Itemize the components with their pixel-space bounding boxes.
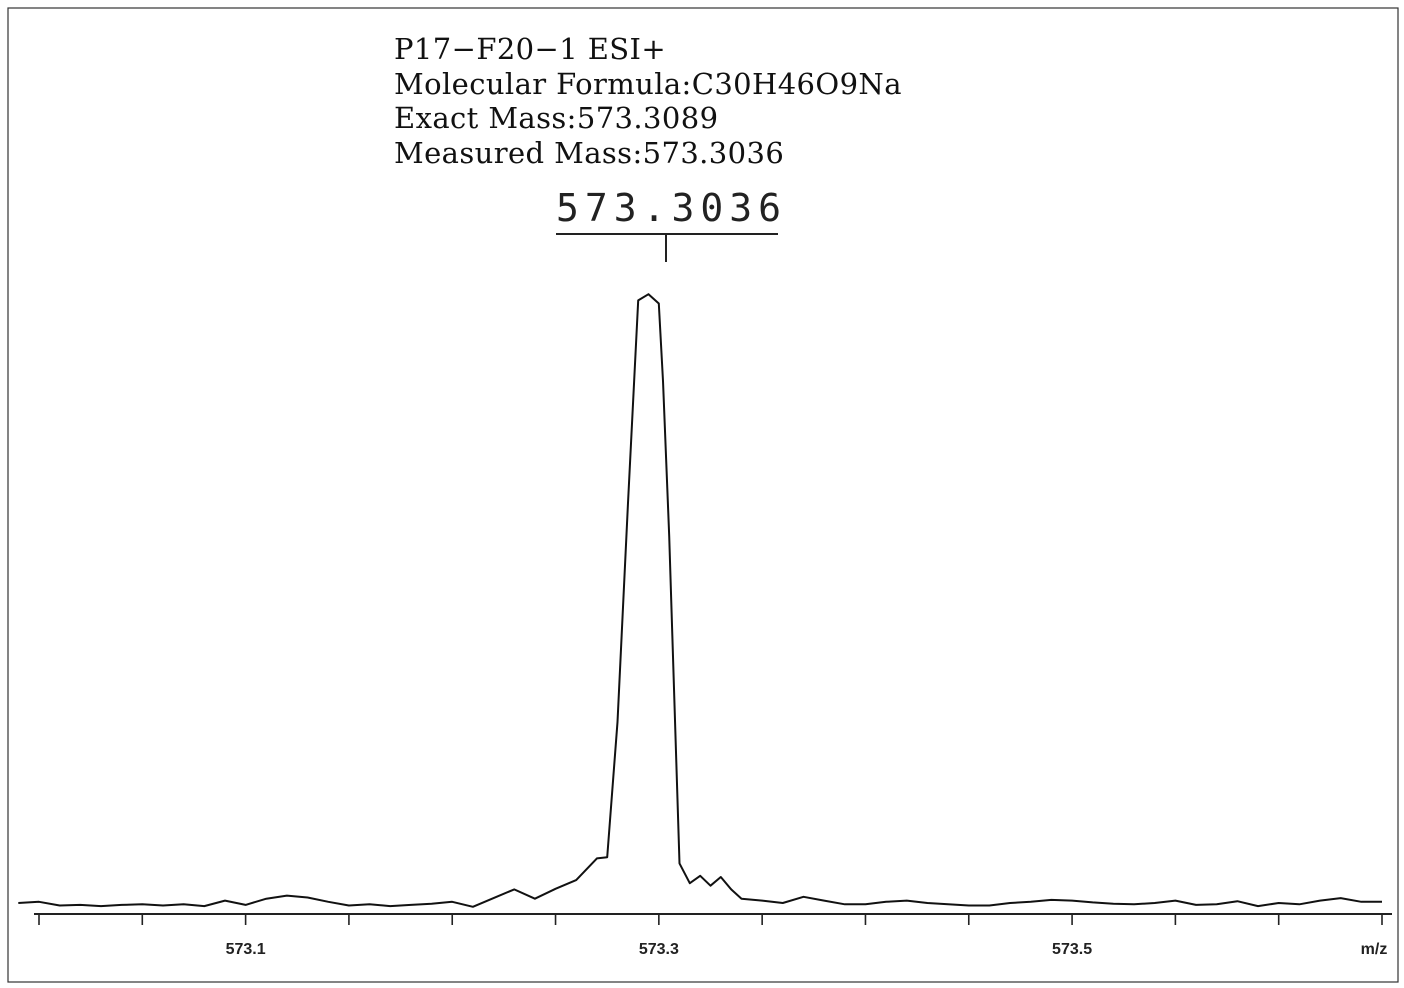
plot-frame [7,7,1399,983]
spectrum-header: P17−F20−1 ESI+ Molecular Formula:C30H46O… [394,32,902,170]
x-axis-title: m/z [1361,941,1388,958]
spectrum-trace [18,293,1382,908]
x-axis-tick-label: 573.1 [226,941,266,958]
sample-id-text: P17−F20−1 ESI+ [394,32,667,66]
molecular-formula-text: Molecular Formula:C30H46O9Na [394,66,902,101]
x-axis-tick-label: 573.5 [1052,941,1092,958]
x-axis-tick-labels: 573.1 573.3 573.5 m/z [226,941,1388,958]
x-axis-ticks [38,914,1383,925]
peak-label: 573.3036 [556,186,788,230]
measured-mass-text: Measured Mass:573.3036 [394,135,785,170]
x-axis-tick-label: 573.3 [639,941,679,958]
exact-mass-text: Exact Mass:573.3089 [394,101,719,135]
